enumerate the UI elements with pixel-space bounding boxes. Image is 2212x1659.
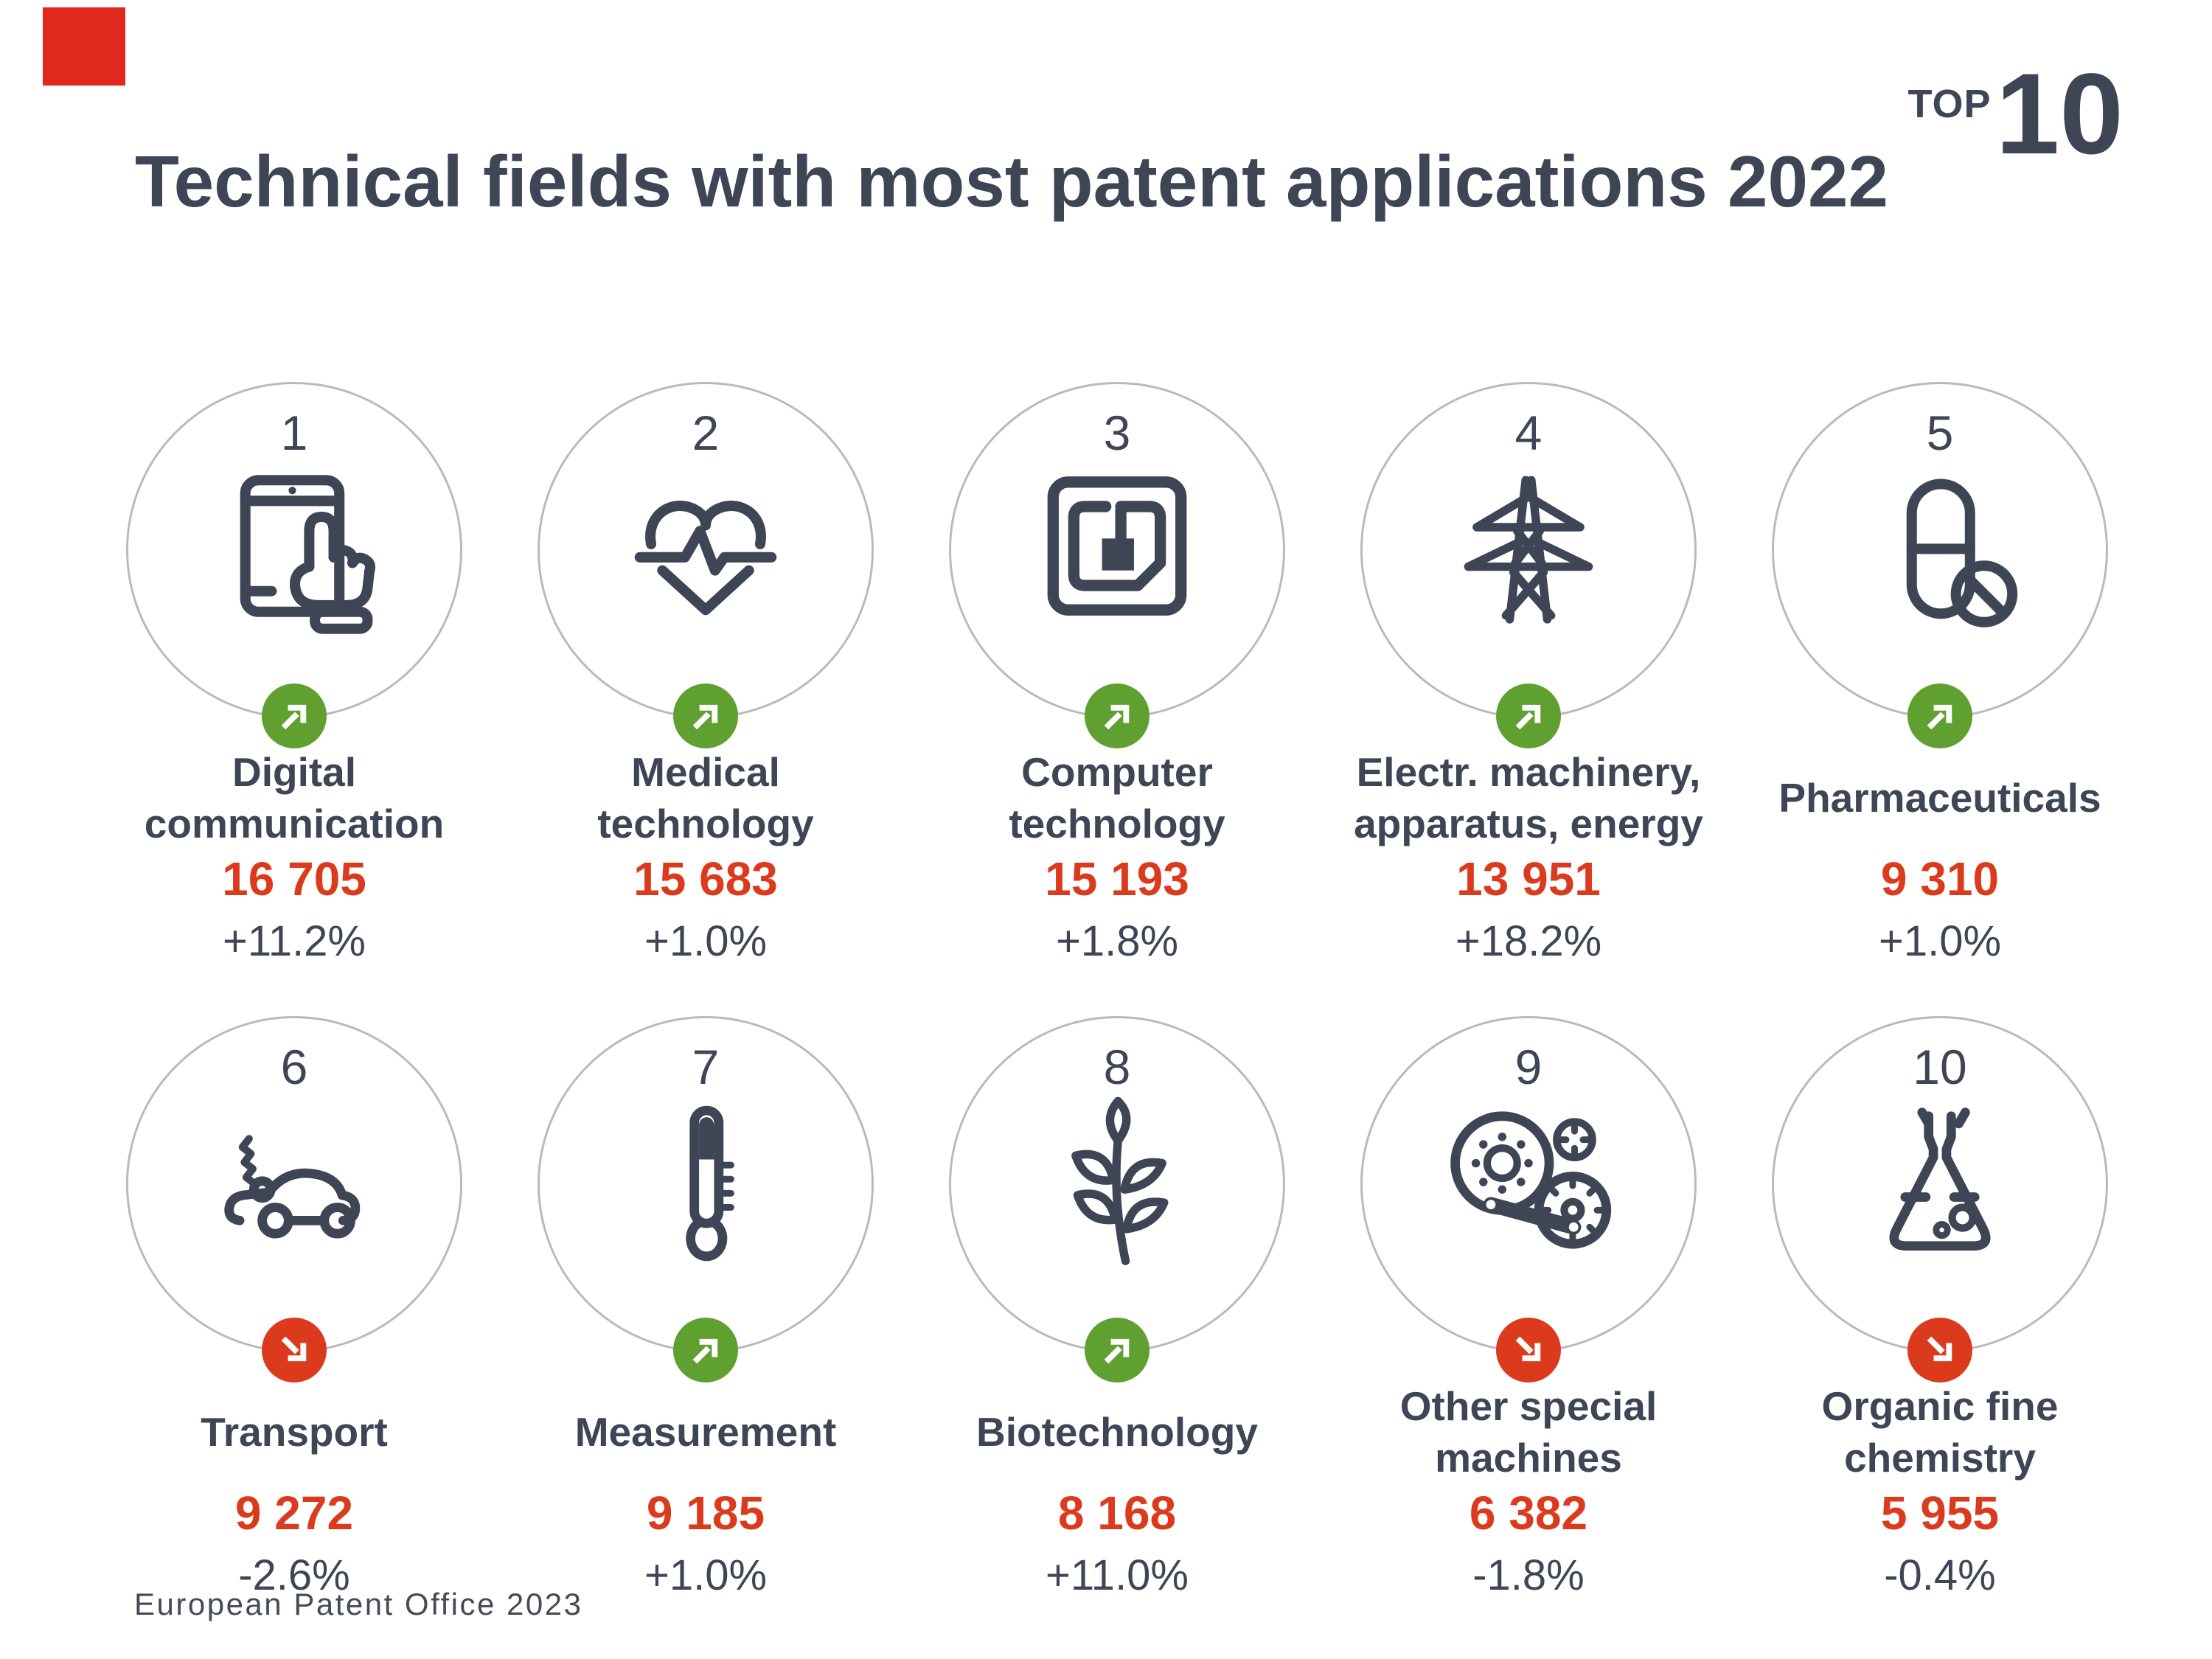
arrow-up-right-icon [1927,704,1952,730]
trend-down-badge [262,1318,327,1382]
change-percent: +1.0% [1878,917,2002,965]
field-circle: 5 [1772,382,2108,748]
field-card-digital-communication: 1 Digital communi [88,382,500,1016]
rank-number: 6 [280,1040,308,1094]
arrow-up-right-icon [1104,704,1130,730]
application-count: 15 193 [1045,852,1189,905]
chemistry-flask-icon [1846,1086,2034,1278]
arrow-up-right-icon [692,704,718,730]
change-percent: +1.8% [1055,917,1179,965]
arrow-up-right-icon [692,1338,718,1364]
application-count: 9 310 [1880,852,2000,905]
trend-up-badge [1085,1318,1150,1382]
page-title: Technical fields with most patent applic… [135,141,1888,222]
field-circle: 9 [1360,1016,1697,1382]
field-card-pharmaceuticals: 5 Pharmaceuticals 9 310 +1.0% [1734,382,2146,1016]
plant-sprig-icon [1023,1086,1211,1278]
field-card-computer-technology: 3 Computer technology 15 193 +1.8% [911,382,1323,1016]
field-circle: 6 [126,1016,462,1382]
source-note: European Patent Office 2023 [134,1587,583,1621]
field-label: Organic fine chemistry [1821,1383,2059,1481]
arrow-up-right-icon [281,704,307,730]
field-card-other-special-machines: 9 [1323,1016,1734,1650]
tablet-touch-icon [201,452,389,644]
power-pylon-icon [1435,452,1623,644]
electric-car-icon [201,1086,389,1278]
application-count: 9 185 [646,1486,765,1540]
trend-up-badge [1496,684,1561,748]
change-percent: +1.0% [644,917,768,965]
rank-number: 1 [280,406,308,460]
field-circle: 2 [538,382,874,748]
field-circle: 3 [949,382,1285,748]
fields-grid: 1 Digital communi [88,382,2146,1650]
trend-down-badge [1496,1318,1561,1382]
arrow-down-right-icon [281,1336,307,1362]
arrow-up-right-icon [1104,1338,1130,1364]
change-percent: +1.0% [644,1551,768,1599]
change-percent: -1.8% [1472,1551,1585,1599]
rank-number: 5 [1926,406,1954,460]
top-number: 10 [1995,50,2124,178]
change-percent: -2.6% [238,1551,350,1599]
change-percent: -0.4% [1884,1551,1996,1599]
pill-capsule-icon [1846,452,2034,644]
change-percent: +18.2% [1455,917,1602,965]
field-circle: 8 [949,1016,1285,1382]
change-percent: +11.0% [1045,1551,1189,1599]
epo-logo [43,7,125,86]
arrow-up-right-icon [1515,704,1541,730]
field-label: Measurement [574,1409,837,1455]
trend-up-badge [1085,684,1150,748]
trend-up-badge [262,684,327,748]
field-card-electr-machinery: 4 Electr. machinery, apparatus, energy 1… [1323,382,1734,1016]
heart-pulse-icon [612,452,800,644]
field-label: Transport [201,1409,388,1455]
field-circle: 10 [1772,1016,2108,1382]
field-card-measurement: 7 Measurement 9 185 +1.0% [500,1016,911,1650]
application-count: 9 272 [234,1486,354,1540]
trend-up-badge [673,684,738,748]
arrow-down-right-icon [1927,1336,1952,1362]
application-count: 13 951 [1456,852,1601,905]
rank-number: 3 [1103,406,1131,460]
machine-gears-icon [1435,1086,1623,1278]
arrow-down-right-icon [1515,1336,1541,1362]
field-circle: 1 [126,382,462,748]
top-label: TOP [1907,82,1992,126]
rank-number: 2 [692,406,720,460]
trend-up-badge [673,1318,738,1382]
field-circle: 7 [538,1016,874,1382]
rank-number: 10 [1913,1040,1967,1094]
field-card-transport: 6 Transport 9 272 -2.6% [88,1016,500,1650]
application-count: 6 382 [1469,1486,1588,1540]
trend-up-badge [1907,684,1972,748]
field-label: Computer technology [1009,749,1225,846]
field-label: Medical technology [597,749,814,846]
rank-number: 9 [1514,1040,1543,1094]
rank-number: 7 [692,1040,720,1094]
field-label: Other special machines [1399,1383,1658,1481]
field-label: Biotechnology [976,1409,1258,1455]
field-circle: 4 [1360,382,1697,748]
field-label: Pharmaceuticals [1778,775,2101,821]
trend-down-badge [1907,1318,1972,1382]
application-count: 5 955 [1880,1486,2000,1540]
application-count: 16 705 [222,852,366,905]
application-count: 15 683 [633,852,778,905]
field-label: Electr. machinery, apparatus, energy [1354,749,1703,846]
rank-number: 4 [1514,406,1543,460]
rfid-chip-icon [1023,452,1211,644]
application-count: 8 168 [1057,1486,1177,1540]
field-label: Digital communication [144,749,445,846]
top10-badge: TOP 10 [1907,50,2124,178]
field-card-biotechnology: 8 Biotechnology 8 168 +11.0% [911,1016,1323,1650]
change-percent: +11.2% [222,917,366,965]
thermometer-icon [612,1086,800,1278]
field-card-organic-fine-chemistry: 10 Organic fine chemistry 5 955 -0.4% [1734,1016,2146,1650]
field-card-medical-technology: 2 Medical technology 15 683 +1.0% [500,382,911,1016]
rank-number: 8 [1103,1040,1131,1094]
